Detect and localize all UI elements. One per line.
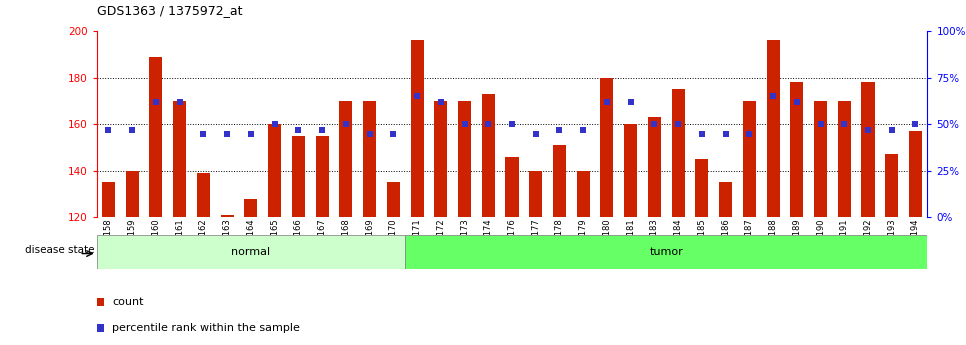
Bar: [624, 124, 638, 217]
Bar: [648, 117, 661, 217]
Bar: [269, 124, 281, 217]
Bar: [458, 101, 471, 217]
Bar: [363, 101, 376, 217]
Bar: [838, 101, 851, 217]
Bar: [102, 183, 115, 217]
Text: GDS1363 / 1375972_at: GDS1363 / 1375972_at: [97, 4, 242, 17]
Bar: [405, 235, 927, 269]
Text: tumor: tumor: [649, 247, 683, 257]
Bar: [577, 171, 589, 217]
Bar: [411, 40, 423, 217]
Bar: [482, 94, 495, 217]
Bar: [220, 215, 234, 217]
Bar: [743, 101, 755, 217]
Bar: [435, 101, 447, 217]
Bar: [339, 101, 353, 217]
Bar: [244, 199, 257, 217]
Bar: [601, 78, 613, 217]
Text: disease state: disease state: [25, 245, 95, 255]
Bar: [97, 235, 405, 269]
Bar: [529, 171, 542, 217]
Bar: [862, 82, 874, 217]
Bar: [197, 173, 210, 217]
Bar: [292, 136, 305, 217]
Bar: [386, 183, 400, 217]
Bar: [790, 82, 804, 217]
Bar: [909, 131, 922, 217]
Bar: [814, 101, 827, 217]
Text: normal: normal: [231, 247, 270, 257]
Bar: [553, 145, 566, 217]
Bar: [885, 155, 898, 217]
Text: percentile rank within the sample: percentile rank within the sample: [112, 323, 299, 333]
Bar: [671, 89, 685, 217]
Bar: [126, 171, 139, 217]
Bar: [505, 157, 519, 217]
Bar: [316, 136, 328, 217]
Bar: [150, 57, 162, 217]
Bar: [173, 101, 186, 217]
Bar: [696, 159, 708, 217]
Bar: [719, 183, 732, 217]
Text: count: count: [112, 297, 144, 307]
Bar: [767, 40, 780, 217]
